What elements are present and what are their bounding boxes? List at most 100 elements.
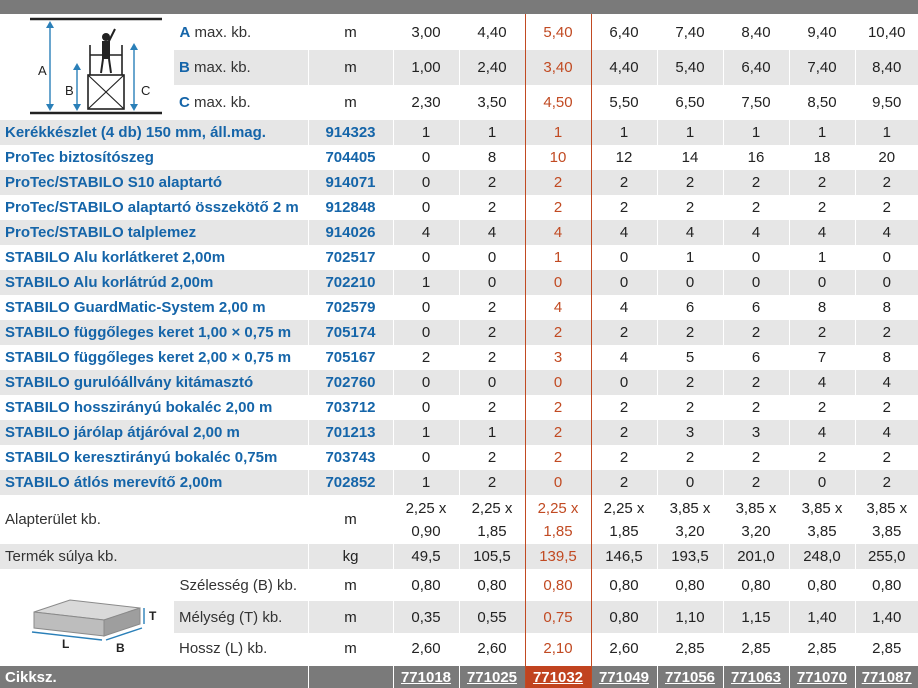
- value-cell: 0: [524, 370, 592, 395]
- unit-cell: m: [307, 495, 393, 544]
- pack-label: Hossz (L) kb.: [174, 633, 308, 665]
- area-width: 3,85: [872, 522, 902, 540]
- item-article-number: 914323: [307, 120, 393, 145]
- value-cell: 3: [524, 345, 592, 370]
- value-cell: 1,40: [788, 601, 855, 633]
- value-cell: 8: [854, 295, 918, 320]
- value-cell: 2: [854, 170, 918, 195]
- value-cell: 3,50: [458, 85, 525, 120]
- article-link[interactable]: 771070: [796, 669, 848, 687]
- value-cell: 4,40: [458, 14, 525, 50]
- value-cell: 9,50: [854, 85, 918, 120]
- article-link[interactable]: 771056: [664, 669, 716, 687]
- dim-label: A max. kb.: [173, 14, 308, 50]
- value-cell: 2: [788, 320, 855, 345]
- article-link[interactable]: 771049: [598, 669, 650, 687]
- value-cell: 2,85: [854, 633, 918, 665]
- label-B: B: [116, 641, 125, 655]
- dim-letter: A: [179, 23, 191, 41]
- label-B: B: [65, 83, 74, 98]
- item-article-number: 702760: [307, 370, 393, 395]
- article-link-cell[interactable]: 771018: [392, 664, 459, 688]
- area-value-cell: 3,85 x 3,85: [788, 495, 855, 544]
- value-cell: 2: [656, 445, 723, 470]
- unit-cell: m: [307, 50, 393, 85]
- article-link[interactable]: 771087: [861, 669, 912, 687]
- value-cell: 10: [524, 145, 592, 170]
- unit-cell: m: [307, 85, 393, 120]
- unit-cell: m: [307, 14, 393, 50]
- value-cell: 0: [656, 270, 723, 295]
- value-cell: 8: [854, 345, 918, 370]
- item-name: STABILO járólap átjáróval 2,00 m: [0, 420, 308, 445]
- value-cell: 18: [788, 145, 855, 170]
- unit-cell: m: [307, 633, 393, 665]
- pack-row: T L B Szélesség (B) kb. m 0,80 0,80 0,80 0,80 0,8…: [0, 569, 918, 665]
- item-row: Kerékkészlet (4 db) 150 mm, áll.mag. 9143…: [0, 120, 918, 145]
- value-cell: 2: [722, 170, 789, 195]
- value-cell: 0: [854, 245, 918, 270]
- item-name: STABILO függőleges keret 1,00 × 0,75 m: [0, 320, 308, 345]
- item-row: ProTec biztosítószeg 704405 0 8 10 12 14 16 18 20: [0, 145, 918, 170]
- article-link-cell[interactable]: 771070: [788, 664, 855, 688]
- value-cell: 0: [392, 445, 459, 470]
- value-cell: 6,40: [590, 14, 657, 50]
- value-cell: 10,40: [854, 14, 918, 50]
- label-L: L: [62, 637, 69, 651]
- value-cell: 1: [656, 120, 723, 145]
- article-link-cell[interactable]: 771025: [458, 664, 525, 688]
- area-value-cell: 2,25 x 1,85: [590, 495, 657, 544]
- value-cell: 0: [458, 245, 525, 270]
- area-width: 0,90: [411, 522, 441, 540]
- value-cell: 9,40: [788, 14, 855, 50]
- article-link[interactable]: 771018: [400, 669, 452, 687]
- area-length: 3,85 x: [735, 499, 777, 517]
- label-T: T: [149, 609, 157, 623]
- dim-letter: B: [179, 59, 190, 76]
- value-cell: 0,55: [458, 601, 525, 633]
- value-cell: 6,50: [656, 85, 723, 120]
- value-cell: 0,80: [788, 569, 855, 601]
- value-cell: 146,5: [590, 544, 657, 569]
- top-bar: [0, 0, 918, 14]
- item-row: STABILO GuardMatic-System 2,00 m 702579 0 2…: [0, 295, 918, 320]
- article-link-cell[interactable]: 771049: [590, 664, 657, 688]
- article-link[interactable]: 771025: [466, 669, 518, 687]
- value-cell: 0: [392, 145, 459, 170]
- value-cell: 2: [788, 170, 855, 195]
- article-link-cell[interactable]: 771063: [722, 664, 789, 688]
- value-cell: 2: [656, 320, 723, 345]
- area-width: 1,85: [477, 522, 507, 540]
- value-cell: 1: [590, 120, 657, 145]
- value-cell: 0: [590, 270, 657, 295]
- value-cell: 7: [788, 345, 855, 370]
- value-cell: 0: [722, 270, 789, 295]
- value-cell: 2: [590, 320, 657, 345]
- article-link-cell[interactable]: 771032: [524, 664, 592, 688]
- item-row: STABILO hosszirányú bokaléc 2,00 m 703712…: [0, 395, 918, 420]
- item-article-number: 702517: [307, 245, 393, 270]
- scaffold-diagram: A B C: [29, 17, 162, 115]
- value-cell: 2: [458, 170, 525, 195]
- value-cell: 2: [458, 195, 525, 220]
- value-cell: 2: [524, 420, 592, 445]
- value-cell: 2,85: [788, 633, 855, 665]
- value-cell: 4,40: [590, 50, 657, 85]
- area-value-cell: 2,25 x 1,85: [524, 495, 592, 544]
- value-cell: 8: [458, 145, 525, 170]
- article-link-cell[interactable]: 771087: [854, 664, 918, 688]
- article-link[interactable]: 771032: [532, 669, 584, 687]
- item-article-number: 703712: [307, 395, 393, 420]
- value-cell: 4: [656, 220, 723, 245]
- value-cell: 1: [392, 120, 459, 145]
- article-link[interactable]: 771063: [730, 669, 782, 687]
- dim-label: B max. kb.: [174, 50, 308, 85]
- package-image-cell: T L B: [0, 569, 174, 665]
- area-row: Alapterület kb. m 2,25 x 0,90 2,25 x 1,85 2,25…: [0, 495, 918, 544]
- value-cell: 2,30: [392, 85, 459, 120]
- item-article-number: 705167: [307, 345, 393, 370]
- item-row: STABILO átlós merevítő 2,00m 702852 1 2 0 2 0 2…: [0, 470, 918, 495]
- article-link-cell[interactable]: 771056: [656, 664, 723, 688]
- value-cell: 3: [656, 420, 723, 445]
- value-cell: 1: [524, 245, 592, 270]
